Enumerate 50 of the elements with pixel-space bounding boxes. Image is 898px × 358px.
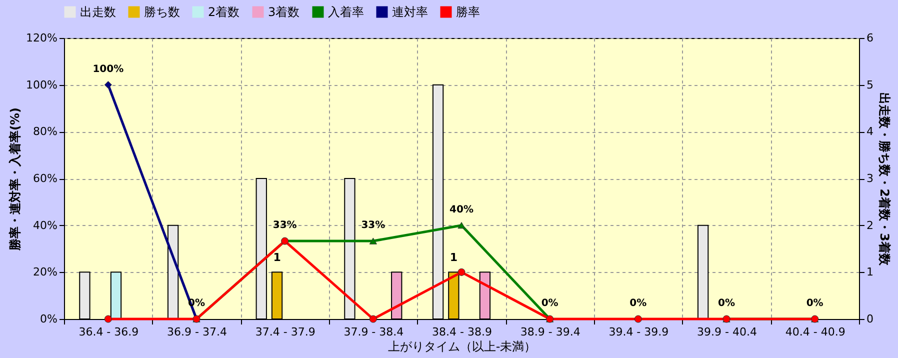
y2-tick-label: 6 (866, 32, 874, 44)
legend-label: 出走数 (80, 5, 116, 19)
y-tick-label: 100% (26, 78, 58, 92)
x-tick-label: 36.4 - 36.9 (78, 326, 139, 338)
annotation: 100% (92, 64, 124, 75)
y-tick-label: 60% (33, 172, 58, 185)
data-label: 1 (273, 251, 281, 264)
legend-label: 3着数 (268, 5, 300, 19)
point (104, 315, 112, 323)
point (634, 315, 642, 323)
legend-label: 2着数 (208, 5, 240, 19)
annotation: 0% (541, 298, 558, 309)
y-tick-label: 20% (33, 266, 58, 279)
y2-axis-title: 出走数・勝ち数・2着数・3着数 (878, 92, 892, 266)
x-tick-label: 39.9 - 40.4 (697, 326, 757, 338)
y2-tick-label: 3 (866, 172, 874, 185)
point (369, 238, 377, 244)
legend-label: 入着率 (328, 5, 364, 19)
y2-tick-label: 4 (866, 125, 874, 138)
point (369, 315, 377, 323)
y-tick-label: 120% (26, 32, 58, 44)
x-tick-label: 37.9 - 38.4 (344, 326, 404, 338)
point (458, 222, 466, 229)
point (104, 81, 112, 89)
x-tick-label: 39.4 - 39.9 (608, 326, 669, 338)
annotation: 0% (630, 298, 647, 309)
y-tick-label: 40% (33, 218, 58, 232)
data-label: 1 (450, 251, 458, 264)
x-tick-label: 36.9 - 37.4 (167, 326, 227, 338)
x-tick-label: 40.4 - 40.9 (785, 326, 846, 338)
y-tick-label: 80% (33, 125, 58, 138)
y2-tick-label: 0 (866, 312, 874, 326)
x-tick-label: 38.9 - 39.4 (520, 326, 580, 338)
legend-label: 勝ち数 (144, 5, 180, 19)
x-tick-label: 38.4 - 38.9 (432, 326, 492, 338)
y2-tick-label: 2 (866, 218, 874, 232)
annotation: 33% (361, 220, 386, 232)
y-tick-label: 0% (40, 312, 58, 326)
annotation: 0% (806, 298, 824, 309)
y-axis-title: 勝率・連対率・入着率(%) (8, 108, 22, 252)
annotation: 33% (272, 220, 297, 232)
annotation: 40% (450, 204, 474, 216)
x-axis-title: 上がりタイム（以上-未満） (388, 340, 536, 354)
y2-tick-label: 1 (866, 266, 874, 279)
x-tick-label: 37.4 - 37.9 (255, 326, 316, 338)
legend-label: 連対率 (392, 5, 428, 19)
legend-label: 勝率 (456, 5, 480, 19)
point (458, 268, 466, 276)
annotation: 0% (718, 298, 735, 309)
y2-tick-label: 5 (866, 78, 874, 92)
